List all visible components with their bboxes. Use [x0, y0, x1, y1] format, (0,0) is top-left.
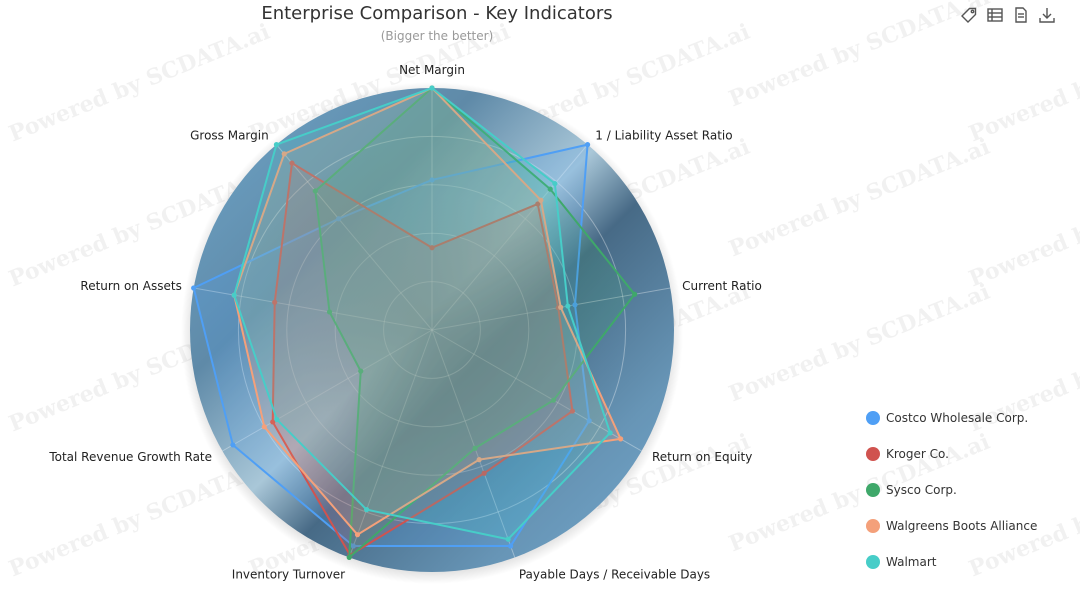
indicator-label: 1 / Liability Asset Ratio [595, 128, 732, 142]
data-point[interactable] [429, 177, 435, 183]
data-point[interactable] [364, 507, 370, 513]
indicator-label: Total Revenue Growth Rate [48, 450, 212, 464]
data-point[interactable] [326, 309, 333, 315]
series-area[interactable] [233, 87, 622, 536]
data-point[interactable] [272, 299, 278, 305]
axis-line [276, 144, 433, 331]
grid-ring [383, 281, 481, 379]
indicator-label: Return on Equity [652, 450, 752, 464]
legend-item[interactable]: Kroger Co. [866, 436, 1037, 472]
series-area[interactable] [314, 87, 636, 559]
data-point[interactable] [631, 291, 638, 297]
data-point[interactable] [231, 292, 237, 298]
data-point[interactable] [270, 419, 276, 425]
data-point[interactable] [274, 416, 280, 423]
indicator-label: Gross Margin [190, 128, 269, 142]
axis-line [431, 287, 671, 331]
data-point[interactable] [429, 245, 435, 251]
data-point[interactable] [618, 436, 624, 442]
data-point[interactable] [346, 554, 352, 561]
grid-ring [334, 232, 530, 428]
data-point[interactable] [552, 180, 558, 187]
data-point[interactable] [505, 536, 511, 542]
data-point[interactable] [547, 186, 553, 192]
legend-marker [866, 519, 880, 533]
legend-label: Walmart [886, 555, 937, 569]
axis-line [431, 329, 642, 452]
legend: Costco Wholesale Corp. Kroger Co. Sysco Co… [866, 400, 1037, 580]
radar-inner-shade [238, 136, 626, 524]
data-point[interactable] [336, 216, 342, 222]
data-point[interactable] [354, 532, 361, 538]
data-point[interactable] [273, 142, 280, 148]
data-point[interactable] [230, 442, 236, 448]
legend-marker [866, 447, 880, 461]
indicator-label: Payable Days / Receivable Days [519, 568, 710, 582]
data-point[interactable] [350, 543, 356, 549]
series-area[interactable] [192, 143, 591, 548]
data-point[interactable] [538, 197, 544, 203]
series-area[interactable] [233, 87, 612, 541]
data-point[interactable] [607, 430, 613, 436]
download-icon[interactable] [1038, 6, 1056, 24]
axis-line [222, 329, 433, 452]
axis-line [431, 144, 588, 331]
data-point[interactable] [281, 151, 287, 157]
axis-line [431, 329, 516, 558]
data-point[interactable] [508, 543, 514, 549]
legend-marker [866, 555, 880, 569]
data-point[interactable] [191, 285, 197, 291]
indicator-label: Inventory Turnover [232, 568, 345, 582]
data-point[interactable] [584, 142, 591, 148]
legend-item[interactable]: Walgreens Boots Alliance [866, 508, 1037, 544]
legend-item[interactable]: Costco Wholesale Corp. [866, 400, 1037, 436]
data-point[interactable] [261, 424, 267, 430]
toolbox [960, 6, 1056, 24]
data-point[interactable] [289, 160, 295, 166]
data-point[interactable] [312, 188, 318, 194]
legend-marker [866, 411, 880, 425]
document-icon[interactable] [1012, 6, 1030, 24]
indicator-label: Return on Assets [80, 279, 181, 293]
data-point[interactable] [535, 201, 541, 207]
legend-label: Kroger Co. [886, 447, 949, 461]
legend-item[interactable]: Sysco Corp. [866, 472, 1037, 508]
data-view-icon[interactable] [986, 6, 1004, 24]
data-point[interactable] [569, 408, 576, 414]
data-point[interactable] [472, 445, 478, 451]
data-point[interactable] [558, 304, 564, 310]
data-point[interactable] [481, 470, 487, 476]
data-point[interactable] [586, 418, 592, 424]
data-point[interactable] [429, 85, 435, 91]
legend-label: Costco Wholesale Corp. [886, 411, 1029, 425]
chart-subtitle: (Bigger the better) [380, 29, 494, 43]
legend-label: Sysco Corp. [886, 483, 957, 497]
series-0[interactable] [191, 142, 592, 549]
series-4[interactable] [231, 85, 613, 542]
tag-icon[interactable] [960, 6, 978, 24]
data-point[interactable] [550, 397, 557, 403]
data-point[interactable] [572, 302, 578, 308]
data-point[interactable] [565, 303, 571, 309]
chart-title: Enterprise Comparison - Key Indicators [261, 3, 613, 24]
data-point[interactable] [358, 368, 364, 374]
indicator-label: Net Margin [399, 63, 465, 77]
axis-line [348, 329, 433, 558]
indicator-label: Current Ratio [682, 279, 762, 293]
legend-item[interactable]: Walmart [866, 544, 1037, 580]
legend-label: Walgreens Boots Alliance [886, 519, 1038, 533]
legend-marker [866, 483, 880, 497]
data-point[interactable] [476, 457, 482, 463]
